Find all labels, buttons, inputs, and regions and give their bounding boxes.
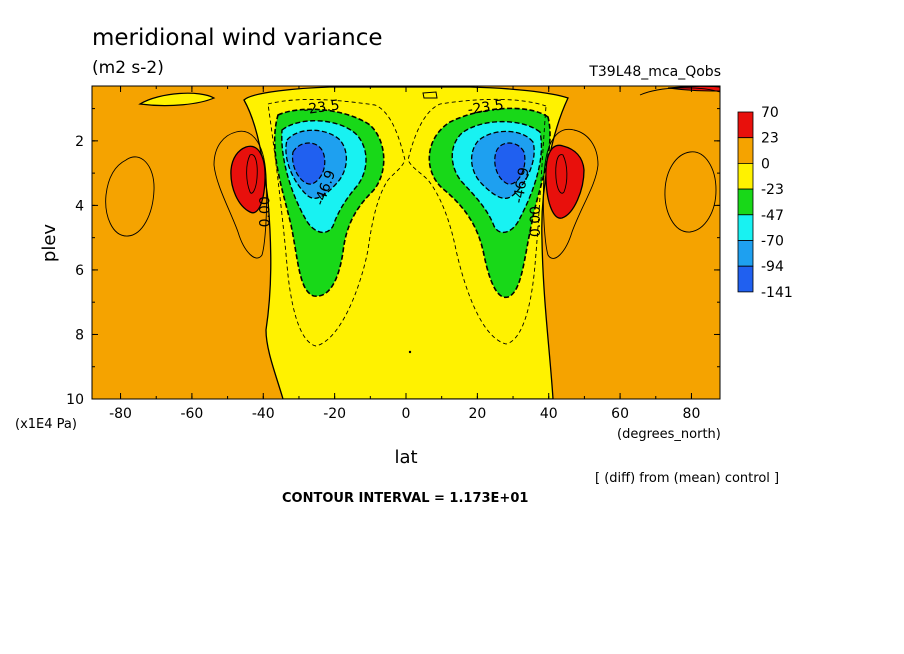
contour-far-right: [664, 151, 717, 233]
x-tick-label: -40: [252, 406, 275, 422]
x-tick-label: -60: [180, 406, 203, 422]
negative-contours: [267, 98, 547, 347]
legend-label: 70: [761, 105, 779, 121]
contour-label: 0.00: [257, 196, 273, 227]
y-tick-label: 10: [66, 392, 84, 408]
legend-swatch: [737, 265, 754, 293]
y-tick-label: 4: [75, 198, 84, 214]
contour-right-inner: [555, 154, 568, 194]
legend-label: -47: [761, 208, 784, 224]
x-tick-label: 80: [683, 406, 701, 422]
fill-yellow-blob-1: [138, 92, 216, 107]
positive-contours: [105, 87, 720, 259]
y-axis: 2 4 6 8 10: [66, 108, 720, 408]
legend-swatch: [737, 188, 754, 216]
y-tick-label: 8: [75, 327, 84, 343]
y-axis-title: plev: [39, 224, 60, 263]
x-axis: -80 -60 -40 -20 0 20 40 60 80: [109, 86, 700, 422]
x-tick-label: 20: [468, 406, 486, 422]
legend-swatch: [737, 137, 754, 164]
legend-label: -94: [761, 259, 784, 275]
units-label: (m2 s-2): [92, 58, 164, 78]
legend-swatch: [737, 240, 754, 267]
color-legend: 70 23 0 -23 -47 -70 -94 -141: [737, 105, 793, 301]
contour-label: -23.5: [467, 97, 505, 118]
legend-swatch: [737, 214, 754, 241]
x-axis-title: lat: [394, 447, 417, 468]
fill-darkblue-left: [291, 142, 326, 185]
fill-red-right: [545, 144, 585, 219]
legend-label: -23: [761, 182, 784, 198]
x-tick-label: 40: [540, 406, 558, 422]
y-tick-label: 6: [75, 263, 84, 279]
fill-darkblue-right: [494, 142, 526, 185]
x-tick-label: 60: [611, 406, 629, 422]
legend-label: -70: [761, 234, 784, 250]
legend-swatch: [737, 111, 754, 139]
footnote: [ (diff) from (mean) control ]: [595, 471, 779, 486]
contour-left-inner: [246, 154, 258, 194]
contour-fills: [105, 86, 720, 399]
contour-left-dash: [267, 99, 406, 347]
x-tick-label: -80: [109, 406, 132, 422]
contour-label: -46.9: [511, 166, 533, 204]
minor-dot: [408, 350, 412, 354]
x-units-label: (degrees_north): [617, 427, 721, 442]
contour-top-right: [639, 87, 720, 96]
contour-interval: CONTOUR INTERVAL = 1.173E+01: [282, 491, 528, 506]
legend-label: 0: [761, 156, 770, 172]
x-tick-label: 0: [402, 406, 411, 422]
chart-title: meridional wind variance: [92, 25, 383, 51]
fill-yellow-blob-2: [422, 91, 438, 99]
legend-label: 23: [761, 131, 779, 147]
contour-label: 0.00: [528, 206, 544, 237]
contour-label: -23.5: [303, 97, 341, 118]
contour-right-dash: [407, 98, 547, 345]
y-units-label: (x1E4 Pa): [15, 417, 77, 432]
y-tick-label: 2: [75, 134, 84, 150]
contour-far-left: [105, 156, 155, 237]
legend-label: -141: [761, 285, 793, 301]
x-tick-label: -20: [323, 406, 346, 422]
contour-left-outer: [213, 130, 268, 259]
legend-swatch: [737, 162, 754, 190]
contour-right-outer: [542, 128, 599, 259]
run-label: T39L48_mca_Qobs: [588, 64, 721, 80]
